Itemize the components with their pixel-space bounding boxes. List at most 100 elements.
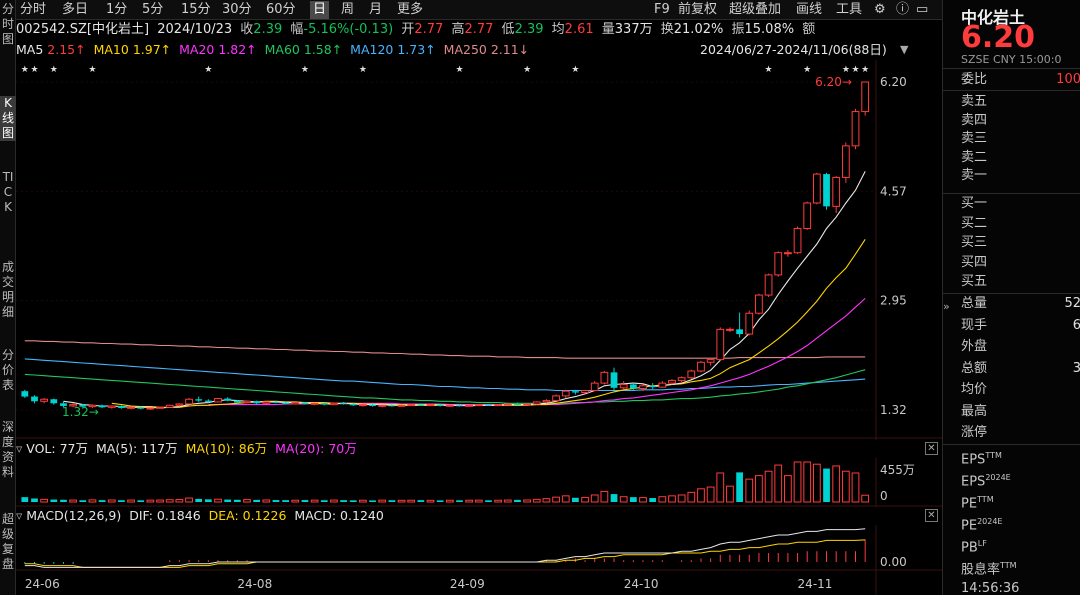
candle[interactable] — [649, 383, 657, 390]
candle[interactable] — [127, 406, 135, 410]
candle[interactable] — [330, 402, 338, 406]
candle[interactable] — [349, 403, 357, 406]
candle[interactable] — [803, 201, 812, 230]
candle[interactable] — [465, 404, 474, 407]
event-star-icon[interactable]: ★ — [523, 65, 531, 75]
candle[interactable] — [832, 176, 841, 214]
candle[interactable] — [224, 397, 232, 402]
candle[interactable] — [243, 400, 251, 404]
candle[interactable] — [572, 389, 579, 395]
gear-icon[interactable]: ⚙ — [874, 2, 886, 17]
candle[interactable] — [861, 81, 870, 116]
candle[interactable] — [340, 401, 347, 405]
candle[interactable] — [629, 383, 637, 390]
left-tab-5[interactable]: 深度资料 — [1, 420, 14, 479]
kline-chart[interactable]: ★ ★ ★ ★ ★ ★ ★ ★ ★ ★ ★ ★ ★ ★ ★6.20→1.32→6.204.572.951.3… — [16, 60, 942, 595]
event-star-icon[interactable]: ★ — [842, 65, 850, 75]
candle[interactable] — [369, 403, 376, 407]
tool-item-2[interactable]: 超级叠加 — [729, 2, 782, 17]
collapse-icon[interactable]: » — [943, 300, 950, 313]
candle[interactable] — [600, 371, 609, 385]
candle[interactable] — [851, 108, 860, 150]
dropdown-icon[interactable]: ▿ — [16, 441, 23, 456]
period-tab-1[interactable]: 多日 — [62, 2, 89, 17]
candle[interactable] — [552, 394, 560, 402]
candle[interactable] — [69, 403, 78, 408]
close-icon[interactable]: ✕ — [925, 509, 938, 522]
candle[interactable] — [485, 403, 492, 406]
candle[interactable] — [88, 404, 97, 408]
candle[interactable] — [793, 226, 802, 255]
candle[interactable] — [542, 399, 551, 404]
candle[interactable] — [426, 403, 435, 407]
candle[interactable] — [175, 403, 184, 407]
candle[interactable] — [774, 251, 783, 277]
candle[interactable] — [301, 401, 309, 405]
period-tab-7[interactable]: 日 — [310, 1, 330, 19]
candle[interactable] — [165, 404, 174, 408]
candle[interactable] — [291, 401, 300, 405]
event-star-icon[interactable]: ★ — [455, 65, 463, 75]
left-tab-4[interactable]: 分价表 — [1, 348, 14, 392]
candle[interactable] — [407, 403, 416, 407]
left-tab-1[interactable]: K线图 — [0, 96, 16, 141]
tool-item-1[interactable]: 前复权 — [678, 2, 718, 17]
candle[interactable] — [764, 273, 773, 298]
candle[interactable] — [561, 389, 570, 398]
event-star-icon[interactable]: ★ — [88, 65, 96, 75]
candle[interactable] — [668, 379, 676, 385]
candle[interactable] — [282, 401, 290, 405]
candle[interactable] — [716, 327, 725, 361]
event-star-icon[interactable]: ★ — [851, 65, 859, 75]
period-tab-2[interactable]: 1分 — [106, 2, 128, 17]
candle[interactable] — [823, 172, 830, 210]
period-tab-9[interactable]: 月 — [369, 2, 383, 17]
period-tab-4[interactable]: 15分 — [181, 2, 211, 17]
date-range[interactable]: 2024/06/27-2024/11/06(88日) — [700, 42, 887, 57]
candle[interactable] — [514, 402, 521, 406]
candle[interactable] — [697, 360, 705, 373]
candle[interactable] — [581, 389, 589, 394]
candle[interactable] — [523, 403, 531, 406]
candle[interactable] — [736, 312, 743, 338]
candle[interactable] — [146, 407, 155, 410]
period-tab-0[interactable]: 分时 — [20, 2, 47, 17]
window-icon[interactable]: ▭ — [916, 2, 929, 17]
left-tab-0[interactable]: 分时图 — [1, 2, 14, 46]
period-tab-5[interactable]: 30分 — [222, 2, 252, 17]
event-star-icon[interactable]: ★ — [204, 65, 212, 75]
candle[interactable] — [706, 357, 715, 366]
candle[interactable] — [726, 327, 734, 333]
left-tab-6[interactable]: 超级复盘 — [1, 512, 14, 571]
candle[interactable] — [397, 404, 406, 407]
candle[interactable] — [417, 403, 425, 406]
event-star-icon[interactable]: ★ — [359, 65, 367, 75]
candle[interactable] — [503, 403, 512, 406]
candle[interactable] — [619, 381, 628, 390]
candle[interactable] — [658, 381, 667, 388]
left-tab-2[interactable]: TICK — [2, 170, 14, 214]
candle[interactable] — [79, 403, 87, 408]
candle[interactable] — [214, 397, 222, 403]
event-star-icon[interactable]: ★ — [301, 65, 309, 75]
close-icon[interactable]: ✕ — [925, 442, 938, 455]
info-icon[interactable]: ⓘ — [896, 2, 910, 17]
event-star-icon[interactable]: ★ — [50, 65, 58, 75]
tool-item-4[interactable]: 工具 — [836, 2, 863, 17]
candle[interactable] — [388, 404, 396, 407]
period-tab-3[interactable]: 5分 — [142, 2, 164, 17]
candle[interactable] — [31, 395, 38, 404]
candle[interactable] — [841, 142, 850, 183]
event-star-icon[interactable]: ★ — [30, 65, 38, 75]
candle[interactable] — [445, 404, 454, 407]
candle[interactable] — [359, 403, 367, 407]
candle[interactable] — [262, 401, 271, 404]
candle[interactable] — [320, 402, 328, 406]
candle[interactable] — [812, 172, 821, 205]
candle[interactable] — [107, 405, 116, 409]
candle[interactable] — [745, 310, 754, 336]
candle[interactable] — [474, 403, 483, 407]
candle[interactable] — [755, 293, 763, 315]
dropdown-icon[interactable]: ▿ — [16, 508, 23, 523]
candle[interactable] — [310, 402, 319, 406]
